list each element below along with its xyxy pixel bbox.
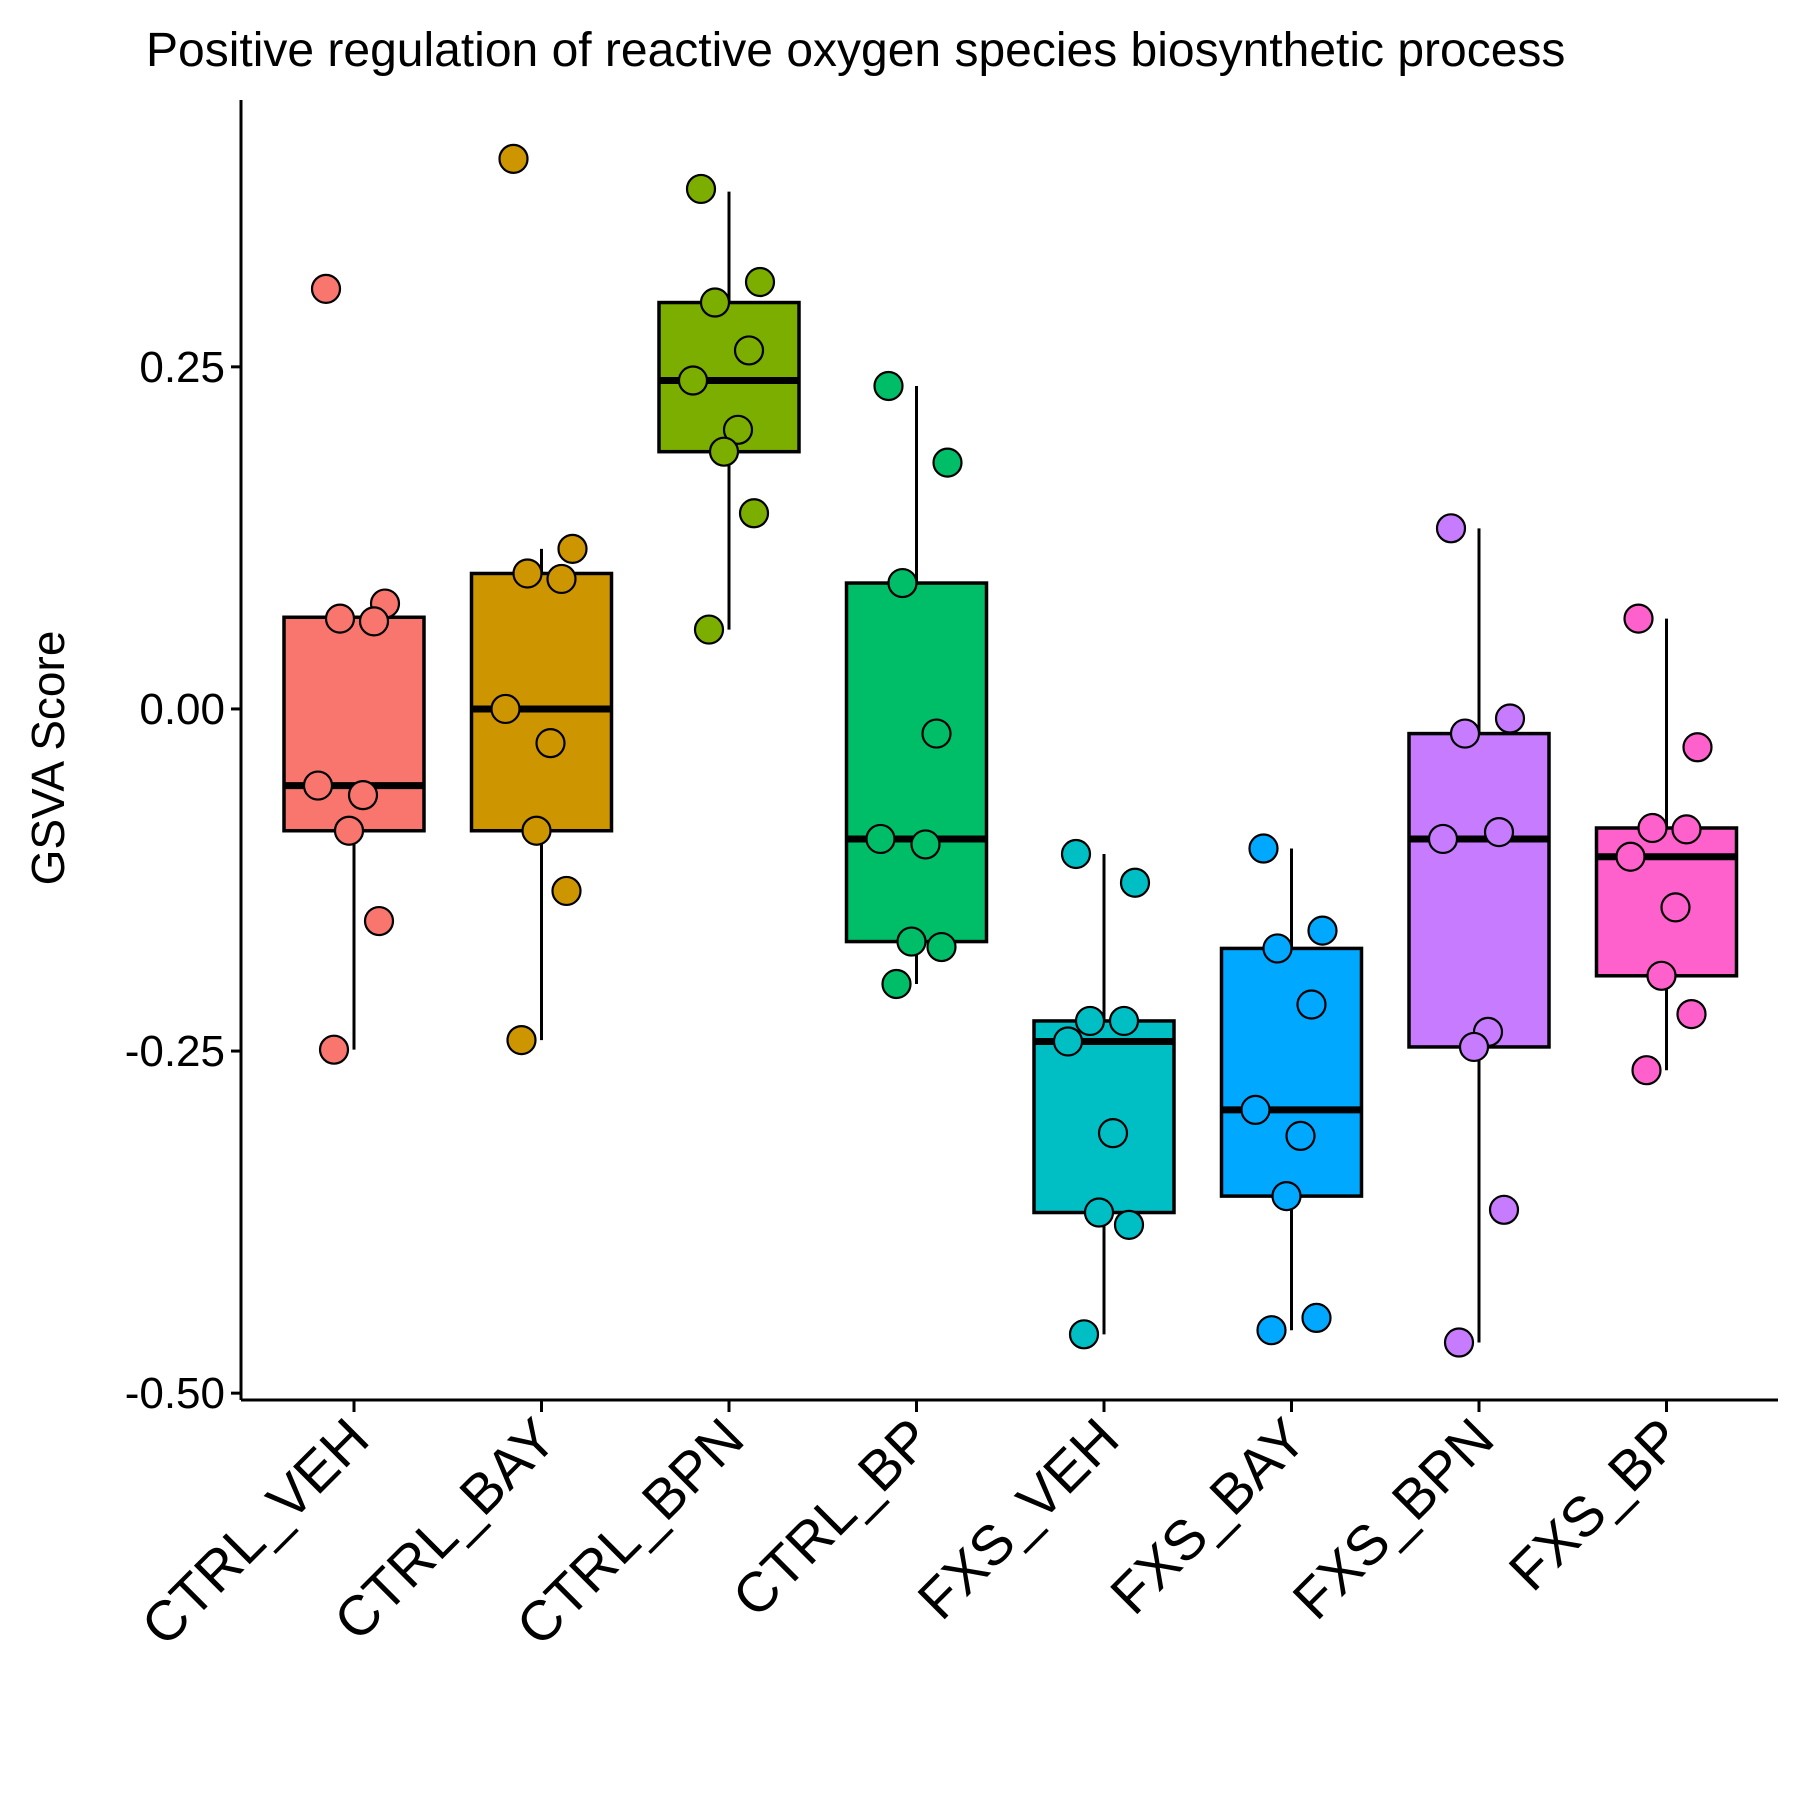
- data-point: [1083, 1197, 1115, 1228]
- data-point: [1443, 1327, 1475, 1358]
- y-tick-label: 0.00: [139, 685, 225, 734]
- data-point: [1262, 933, 1293, 964]
- data-point: [1646, 960, 1677, 991]
- data-point: [1676, 999, 1707, 1030]
- data-point: [1068, 1319, 1100, 1350]
- data-point: [1458, 1031, 1490, 1063]
- plot-area: -0.50-0.250.000.25CTRL_VEHCTRL_BAYCTRL_B…: [125, 100, 1778, 1657]
- data-point: [1660, 892, 1691, 923]
- data-point: [358, 606, 390, 637]
- x-tick-label: CTRL_BP: [720, 1406, 943, 1629]
- data-point: [1435, 513, 1467, 544]
- data-point: [1074, 1005, 1106, 1037]
- data-point: [1671, 814, 1702, 845]
- data-point: [1427, 823, 1459, 855]
- data-point: [1097, 1118, 1129, 1149]
- x-tick-label: FXS_VEH: [905, 1406, 1130, 1631]
- data-point: [1301, 1302, 1332, 1333]
- data-point: [347, 780, 379, 811]
- data-point: [1449, 718, 1481, 749]
- data-point: [1623, 603, 1654, 634]
- data-point: [521, 815, 552, 846]
- data-point: [693, 614, 725, 645]
- x-tick-label: FXS_BPN: [1280, 1406, 1505, 1631]
- chart-title: Positive regulation of reactive oxygen s…: [146, 24, 1565, 77]
- data-point: [1296, 989, 1327, 1020]
- data-point: [506, 1025, 537, 1056]
- data-point: [708, 436, 740, 467]
- data-point: [926, 931, 957, 963]
- data-point: [1256, 1315, 1287, 1346]
- box-FXS_BPN: [1407, 731, 1551, 1049]
- data-point: [910, 829, 941, 860]
- data-point: [896, 926, 927, 957]
- data-point: [1307, 915, 1338, 946]
- data-point: [302, 770, 334, 801]
- data-point: [1615, 841, 1646, 872]
- data-point: [512, 558, 543, 589]
- x-tick-label: FXS_BAY: [1098, 1406, 1318, 1626]
- data-point: [685, 173, 717, 205]
- data-point: [1108, 1005, 1140, 1037]
- y-axis-label: GSVA Score: [22, 631, 74, 886]
- data-point: [1285, 1120, 1316, 1151]
- data-point: [490, 693, 521, 725]
- data-point: [1248, 833, 1279, 864]
- data-point: [1119, 867, 1151, 898]
- data-point: [677, 365, 709, 396]
- data-point: [733, 335, 765, 366]
- data-point: [1483, 817, 1515, 848]
- data-point: [498, 143, 529, 174]
- data-point: [873, 370, 904, 402]
- box-FXS_BAY: [1219, 946, 1364, 1198]
- data-point: [310, 273, 342, 304]
- box-CTRL_BP: [844, 581, 989, 944]
- data-point: [921, 718, 952, 749]
- data-point: [333, 815, 365, 846]
- x-tick-label: FXS_BP: [1497, 1406, 1693, 1602]
- data-point: [1240, 1094, 1271, 1125]
- data-point: [1682, 732, 1713, 763]
- data-point: [363, 905, 395, 937]
- data-point: [699, 287, 731, 318]
- data-point: [535, 728, 566, 759]
- data-point: [1631, 1055, 1662, 1086]
- data-point: [1271, 1181, 1302, 1212]
- data-point: [887, 567, 918, 599]
- y-tick-label: -0.50: [125, 1369, 225, 1418]
- data-point: [557, 533, 588, 564]
- data-point: [1637, 812, 1668, 844]
- y-tick-label: -0.25: [125, 1027, 225, 1076]
- data-point: [324, 603, 356, 634]
- data-point: [722, 414, 754, 445]
- data-point: [546, 563, 577, 595]
- data-point: [1113, 1209, 1145, 1240]
- box-FXS_VEH: [1032, 1019, 1176, 1215]
- data-point: [1060, 838, 1092, 870]
- data-point: [551, 875, 582, 907]
- data-point: [881, 968, 912, 1000]
- data-point: [1488, 1194, 1520, 1225]
- data-point: [738, 498, 770, 529]
- data-point: [1494, 703, 1526, 734]
- data-point: [932, 447, 963, 478]
- data-point: [318, 1034, 350, 1065]
- data-point: [1052, 1026, 1084, 1057]
- data-point: [744, 266, 776, 298]
- data-point: [865, 823, 896, 855]
- y-tick-label: 0.25: [139, 343, 225, 392]
